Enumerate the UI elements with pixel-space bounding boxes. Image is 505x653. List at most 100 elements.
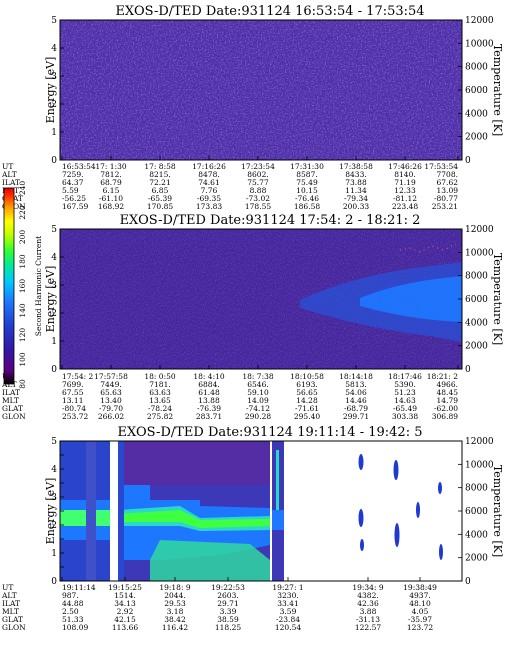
table-row-label: UT: [2, 162, 13, 171]
table-cell: -61.10: [99, 194, 123, 203]
table-cell: 19:22:53: [211, 583, 245, 592]
table-cell: 3.59: [280, 607, 297, 616]
ytick-label: 4: [51, 44, 57, 54]
table-cell: 120.54: [275, 623, 301, 632]
table-cell: 8215.: [149, 170, 170, 179]
ytick-label: 4: [51, 465, 57, 475]
colorbar-label: Second Harmonic Current: [34, 236, 43, 336]
table-cell: 65.63: [100, 388, 122, 397]
ytick2-label: 10000: [465, 39, 494, 49]
ytick-label: 2: [51, 100, 57, 110]
table-cell: 14.79: [437, 396, 459, 405]
p3-block-b-green-line: [118, 510, 270, 528]
table-cell: -81.12: [393, 194, 417, 203]
table-row-label: UT: [2, 583, 13, 592]
p3-block-b-edge: [118, 441, 124, 581]
table-cell: 306.89: [432, 412, 458, 421]
table-cell: 7259.: [62, 170, 83, 179]
table-cell: 5.59: [62, 186, 79, 195]
colorbar-tick-label: 200: [18, 230, 27, 245]
table-cell: 54.06: [345, 388, 367, 397]
table-cell: 170.85: [147, 202, 173, 211]
ytick2-label: 6000: [465, 295, 488, 305]
table-cell: 283.71: [196, 412, 222, 421]
table-cell: 7181.: [149, 380, 170, 389]
table-cell: 51.23: [394, 388, 416, 397]
table-row-label: GLAT: [2, 404, 23, 413]
table-cell: 3230.: [277, 591, 298, 600]
panel-3-yticks: 0 1 2 3 4 5: [51, 437, 64, 587]
table-row-label: ALT: [1, 170, 17, 179]
table-cell: 17:54: 2: [62, 372, 94, 381]
ytick2-label: 2000: [465, 554, 488, 564]
p3-block-a-line: [60, 510, 110, 526]
table-cell: 223.48: [392, 202, 418, 211]
ytick-label: 3: [51, 72, 57, 82]
panel-2-yticks: 0 1 2 3 4 5: [51, 225, 64, 375]
table-cell: 299.71: [343, 412, 369, 421]
table-cell: 19:11:14: [62, 583, 96, 592]
table-cell: 2.50: [62, 607, 79, 616]
table-cell: 8587.: [296, 170, 317, 179]
colorbar-ticks: 80 100 120 140 160 180 200 220 240: [18, 181, 27, 389]
table-cell: 18: 0:50: [144, 372, 176, 381]
table-cell: 7708.: [437, 170, 458, 179]
table-cell: -76.39: [197, 404, 221, 413]
table-cell: 75.49: [296, 178, 318, 187]
table-cell: 8478.: [198, 170, 219, 179]
ytick-label: 0: [51, 577, 57, 587]
table-row-label: ALT: [1, 380, 17, 389]
ytick-label: 2: [51, 521, 57, 531]
panel-2-title: EXOS-D/TED Date:931124 17:54: 2 - 18:21:…: [120, 213, 421, 228]
table-cell: 11.34: [345, 186, 367, 195]
table-cell: 18:21: 2: [427, 372, 459, 381]
ytick-label: 3: [51, 281, 57, 291]
table-cell: 6546.: [247, 380, 268, 389]
table-cell: 6193.: [296, 380, 317, 389]
panel-1-ylabel2: Temperature [K]: [491, 44, 504, 136]
panel-1-yticks: 0 1 2 3 4 5: [51, 16, 64, 166]
ytick2-label: 0: [465, 156, 471, 166]
table-cell: 2.92: [117, 607, 134, 616]
ytick2-label: 0: [465, 365, 471, 375]
colorbar-tick-label: 120: [18, 328, 27, 343]
table-cell: 173.83: [196, 202, 222, 211]
colorbar: Second Harmonic Current 80 100 120 140 160 18…: [3, 181, 43, 389]
table-cell: 7.76: [201, 186, 218, 195]
table-cell: 34.13: [114, 599, 136, 608]
panel-1-noise: [60, 20, 462, 160]
table-cell: 118.25: [215, 623, 241, 632]
table-cell: 75.77: [247, 178, 269, 187]
ytick2-label: 8000: [465, 272, 488, 282]
panel-3: EXOS-D/TED Date:931124 19:11:14 - 19:42:…: [1, 425, 504, 632]
panel-3-ylabel: Energy [eV]: [44, 478, 57, 545]
colorbar-tick-label: 220: [18, 205, 27, 220]
table-cell: -31.13: [356, 615, 380, 624]
table-cell: 7449.: [100, 380, 121, 389]
panel-2-band-inner: [360, 276, 462, 322]
ytick2-label: 10000: [465, 248, 494, 258]
table-cell: 116.42: [162, 623, 188, 632]
table-cell: 18: 7:38: [242, 372, 274, 381]
panel-3-yticks2: 0 2000 4000 6000 8000 10000 12000: [458, 437, 494, 587]
panel-2-table: UTALTILATMLTGLATGLON17:54: 27699.67.5513…: [1, 365, 459, 421]
table-cell: -79.70: [99, 404, 123, 413]
ytick2-label: 8000: [465, 484, 488, 494]
table-cell: 2603.: [217, 591, 238, 600]
panel-2-yticks2: 0 2000 4000 6000 8000 10000 12000: [458, 225, 494, 375]
ytick-label: 4: [51, 253, 57, 263]
table-cell: 200.33: [343, 202, 369, 211]
table-cell: 13.11: [62, 396, 83, 405]
table-cell: 4.05: [412, 607, 429, 616]
table-cell: 17:38:58: [339, 162, 373, 171]
table-cell: 7699.: [62, 380, 83, 389]
table-cell: 17:57:58: [94, 372, 128, 381]
table-cell: -69.35: [197, 194, 221, 203]
table-cell: 253.21: [432, 202, 458, 211]
p3-blob-6: [416, 502, 420, 518]
table-cell: 19:18: 9: [159, 583, 191, 592]
table-cell: 13.88: [198, 396, 220, 405]
table-cell: 3.88: [360, 607, 377, 616]
table-cell: -78.24: [148, 404, 172, 413]
